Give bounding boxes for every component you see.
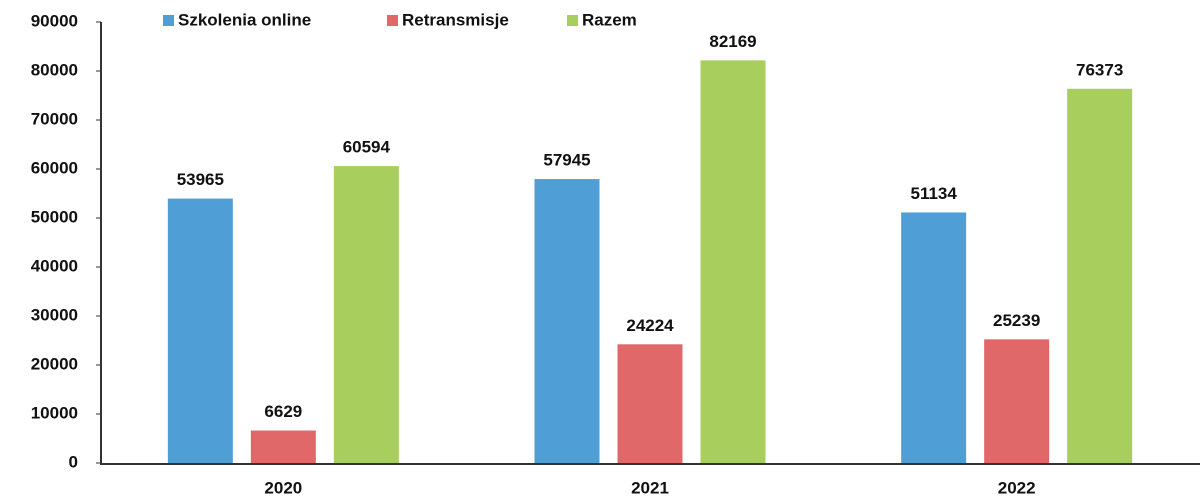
bar bbox=[333, 166, 399, 463]
x-tick-label: 2020 bbox=[264, 478, 302, 497]
value-label: 53965 bbox=[177, 170, 224, 189]
bar bbox=[617, 344, 683, 463]
legend-label: Szkolenia online bbox=[178, 10, 311, 29]
bar bbox=[167, 198, 233, 463]
bar bbox=[901, 212, 967, 463]
legend-swatch bbox=[387, 15, 398, 26]
legend-label: Razem bbox=[582, 10, 637, 29]
y-tick-label: 10000 bbox=[31, 403, 78, 422]
value-label: 6629 bbox=[264, 402, 302, 421]
legend-swatch bbox=[163, 15, 174, 26]
y-tick-label: 50000 bbox=[31, 207, 78, 226]
y-tick-label: 30000 bbox=[31, 305, 78, 324]
y-tick-label: 20000 bbox=[31, 354, 78, 373]
value-label: 76373 bbox=[1076, 60, 1123, 79]
y-tick-label: 0 bbox=[69, 452, 78, 471]
bar bbox=[534, 179, 600, 463]
y-tick-label: 60000 bbox=[31, 158, 78, 177]
value-label: 82169 bbox=[709, 32, 756, 51]
value-label: 25239 bbox=[993, 311, 1040, 330]
y-tick-label: 80000 bbox=[31, 60, 78, 79]
bar bbox=[1067, 88, 1133, 463]
value-label: 24224 bbox=[626, 316, 674, 335]
y-tick-label: 70000 bbox=[31, 109, 78, 128]
y-tick-label: 90000 bbox=[31, 11, 78, 30]
bar bbox=[700, 60, 766, 464]
value-label: 51134 bbox=[910, 184, 957, 203]
y-tick-label: 40000 bbox=[31, 256, 78, 275]
legend-label: Retransmisje bbox=[402, 10, 509, 29]
bar bbox=[984, 339, 1050, 463]
bar bbox=[250, 430, 316, 463]
legend-swatch bbox=[567, 15, 578, 26]
x-tick-label: 2021 bbox=[631, 478, 669, 497]
x-tick-label: 2022 bbox=[998, 478, 1036, 497]
value-label: 57945 bbox=[543, 151, 590, 170]
value-label: 60594 bbox=[343, 138, 391, 157]
